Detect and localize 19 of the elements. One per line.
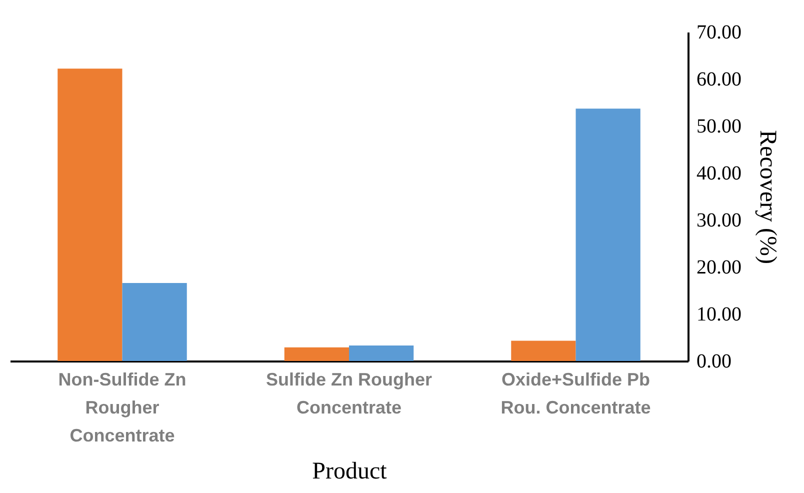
y-tick-label: 40.00 [696, 162, 742, 184]
y-tick-label: 10.00 [696, 304, 742, 326]
bar [58, 68, 122, 361]
bar [511, 340, 576, 361]
bar [122, 282, 187, 361]
y-tick-label: 50.00 [696, 116, 742, 138]
x-tick-label: Non-Sulfide Zn Rougher Concentrate [58, 370, 186, 446]
y-tick-label: 70.00 [696, 22, 742, 44]
bar [349, 345, 414, 361]
y-tick-label: 0.00 [696, 350, 732, 372]
x-axis-title: Product [312, 458, 388, 484]
bar [576, 108, 640, 361]
y-tick-label: 60.00 [696, 68, 742, 90]
x-tick-label: Sulfide Zn Rougher Concentrate [266, 370, 432, 418]
y-tick-label: 20.00 [696, 256, 742, 278]
y-axis-title: Recovery (%) [754, 130, 780, 264]
x-tick-label: Oxide+Sulfide Pb Rou. Concentrate [500, 370, 651, 418]
y-tick-label: 30.00 [696, 210, 742, 232]
bar [284, 347, 349, 361]
